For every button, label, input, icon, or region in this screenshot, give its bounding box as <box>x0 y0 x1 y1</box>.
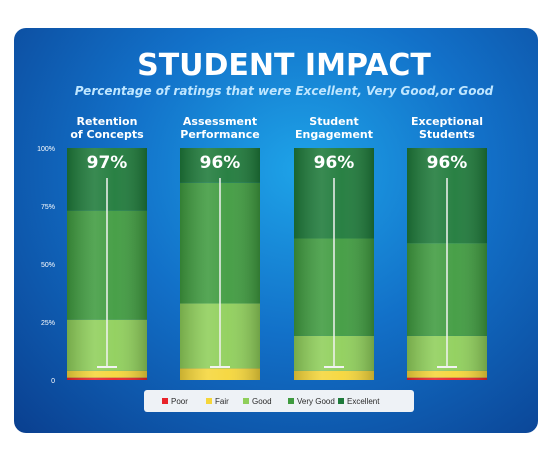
legend-label: Poor <box>171 397 188 406</box>
y-tick-label: 50% <box>41 262 55 269</box>
bar-stack: 97% <box>67 148 147 380</box>
bar-total-label: 96% <box>314 153 355 173</box>
legend-swatch <box>243 398 249 404</box>
category-label: Assessment <box>183 115 257 128</box>
bar-stack: 96% <box>294 148 374 380</box>
legend-swatch <box>206 398 212 404</box>
chart-subtitle: Percentage of ratings that were Excellen… <box>75 84 494 98</box>
y-tick-label: 25% <box>41 320 55 327</box>
bar-total-label: 96% <box>427 153 468 173</box>
category-label: Student <box>309 115 358 128</box>
legend-label: Good <box>252 397 272 406</box>
category-label: Exceptional <box>411 115 483 128</box>
legend-label: Very Good <box>297 397 335 406</box>
chart-title: STUDENT IMPACT <box>137 48 431 83</box>
chart-panel: STUDENT IMPACT Percentage of ratings tha… <box>14 28 538 433</box>
category-label: Engagement <box>295 128 373 141</box>
bar-stack: 96% <box>180 148 260 380</box>
legend-label: Fair <box>215 397 229 406</box>
y-axis: 0 25% 50% 75% 100% <box>37 146 55 385</box>
category-label: Performance <box>180 128 259 141</box>
legend-box <box>144 390 414 412</box>
bar-total-label: 97% <box>87 153 128 173</box>
legend-label: Excellent <box>347 397 380 406</box>
category-label: of Concepts <box>70 128 144 141</box>
legend-swatch <box>162 398 168 404</box>
bar-stack: 96% <box>407 148 487 380</box>
chart: STUDENT IMPACT Percentage of ratings tha… <box>37 48 494 412</box>
bar-total-label: 96% <box>200 153 241 173</box>
bars: 97% 96% 96% 96% <box>67 148 487 380</box>
y-tick-label: 75% <box>41 204 55 211</box>
y-tick-label: 0 <box>51 378 55 385</box>
legend-swatch <box>338 398 344 404</box>
category-label: Students <box>419 128 475 141</box>
y-tick-label: 100% <box>37 146 55 153</box>
category-label: Retention <box>77 115 138 128</box>
legend: Poor Fair Good Very Good Excellent <box>144 390 414 412</box>
legend-swatch <box>288 398 294 404</box>
